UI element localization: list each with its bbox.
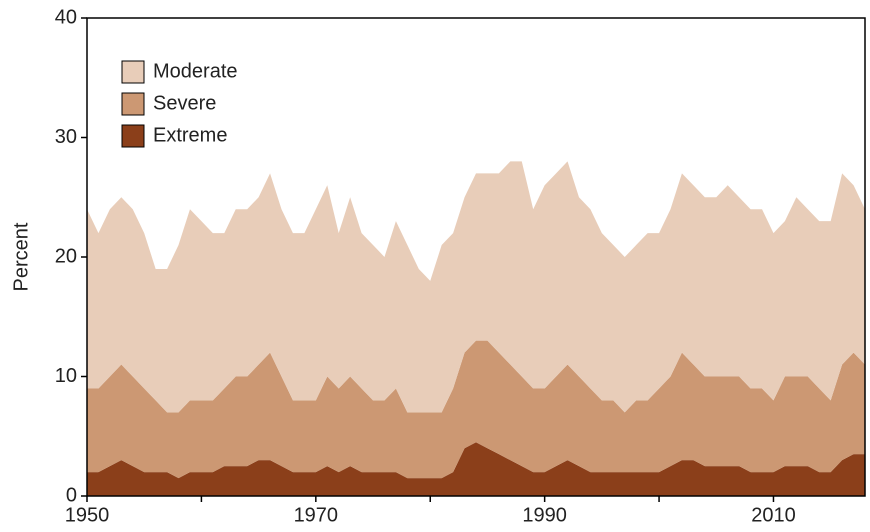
legend-label: Extreme	[153, 124, 227, 146]
y-tick-label: 30	[55, 126, 77, 148]
y-tick-label: 20	[55, 245, 77, 267]
legend-swatch	[121, 92, 145, 116]
legend-label: Moderate	[153, 60, 238, 82]
x-tick-label: 1990	[522, 504, 567, 526]
y-tick-label: 40	[55, 6, 77, 28]
y-axis-label: Percent	[10, 222, 32, 291]
x-tick-label: 1970	[294, 504, 339, 526]
area	[87, 161, 865, 413]
y-tick-label: 0	[66, 484, 77, 506]
area	[87, 442, 865, 496]
area	[87, 340, 865, 479]
y-tick-label: 10	[55, 365, 77, 387]
legend-label: Severe	[153, 92, 216, 114]
legend-swatch	[121, 60, 145, 84]
legend-swatch	[121, 124, 145, 148]
x-tick-label: 2010	[751, 504, 796, 526]
x-tick-label: 1950	[65, 504, 110, 526]
